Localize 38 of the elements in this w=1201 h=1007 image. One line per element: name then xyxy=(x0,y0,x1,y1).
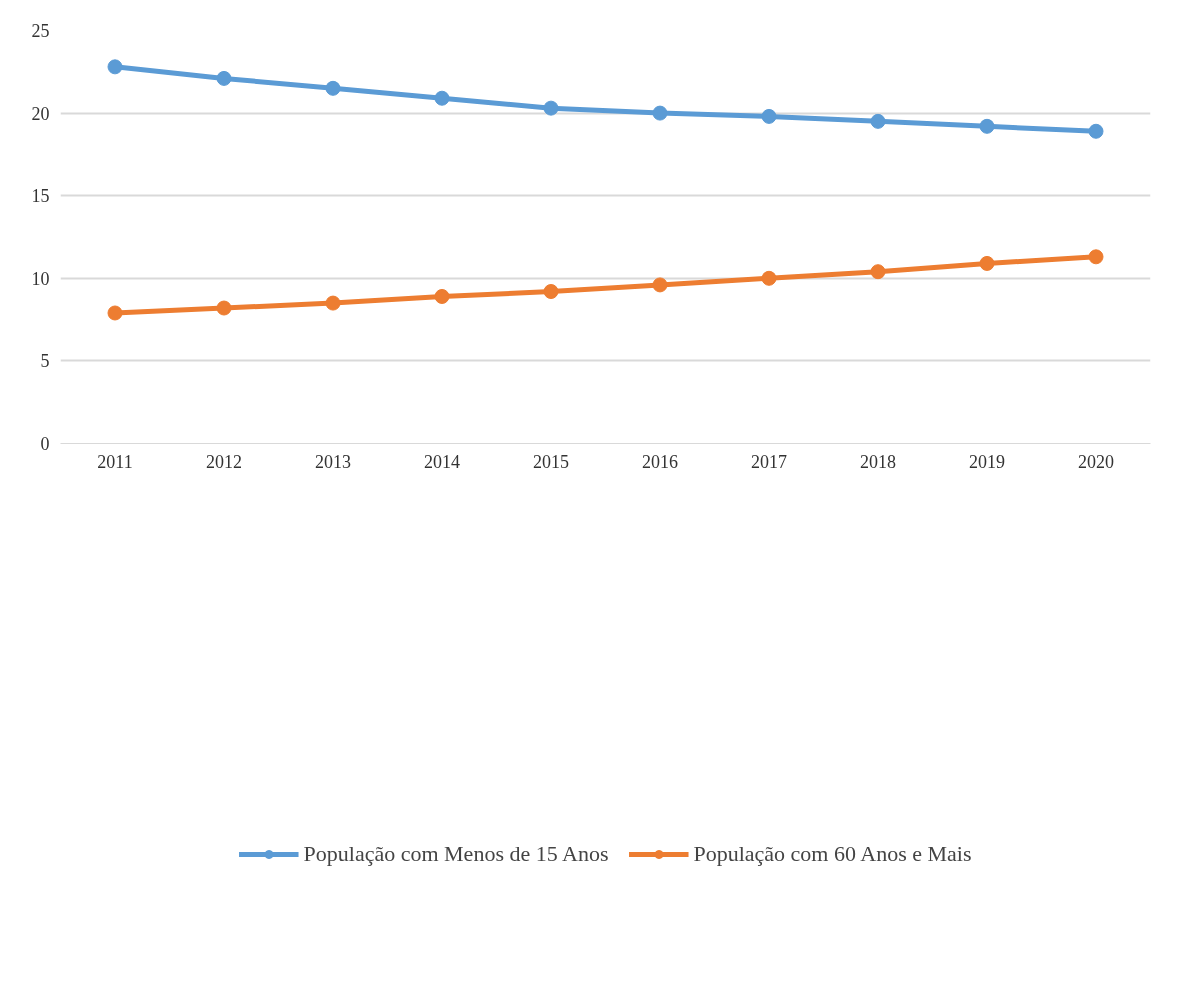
point xyxy=(216,300,232,316)
point xyxy=(979,255,995,271)
x-tick-label: 2017 xyxy=(751,451,787,472)
point xyxy=(870,264,886,280)
legend-label: População com 60 Anos e Mais xyxy=(693,840,972,867)
point xyxy=(216,70,232,86)
x-tick-label: 2012 xyxy=(206,451,242,472)
y-tick-label: 0 xyxy=(40,434,50,454)
point xyxy=(1088,123,1104,139)
x-tick-label: 2016 xyxy=(642,451,678,472)
point xyxy=(761,108,777,124)
x-tick-label: 2019 xyxy=(969,451,1005,472)
y-tick-label: 5 xyxy=(40,351,50,372)
x-tick-label: 2011 xyxy=(97,451,133,472)
point xyxy=(325,295,341,311)
x-tick-label: 2020 xyxy=(1078,451,1114,472)
point xyxy=(652,105,668,121)
point xyxy=(870,113,886,129)
x-tick-label: 2013 xyxy=(315,451,351,472)
point xyxy=(761,270,777,286)
point xyxy=(434,288,450,304)
x-tick-label: 2014 xyxy=(424,451,460,472)
point xyxy=(325,80,341,96)
point xyxy=(107,59,123,75)
x-tick-label: 2018 xyxy=(860,451,896,472)
point xyxy=(1088,249,1104,265)
point xyxy=(543,284,559,299)
point xyxy=(107,305,123,321)
point xyxy=(652,277,668,293)
point xyxy=(979,118,995,134)
point xyxy=(543,100,559,116)
y-tick-label: 10 xyxy=(31,268,50,289)
x-tick-label: 2015 xyxy=(533,451,569,472)
point xyxy=(434,90,450,106)
legend-label: População com Menos de 15 Anos xyxy=(303,840,609,867)
y-tick-label: 25 xyxy=(31,21,50,41)
y-tick-label: 15 xyxy=(31,186,50,207)
y-tick-label: 20 xyxy=(31,103,50,124)
